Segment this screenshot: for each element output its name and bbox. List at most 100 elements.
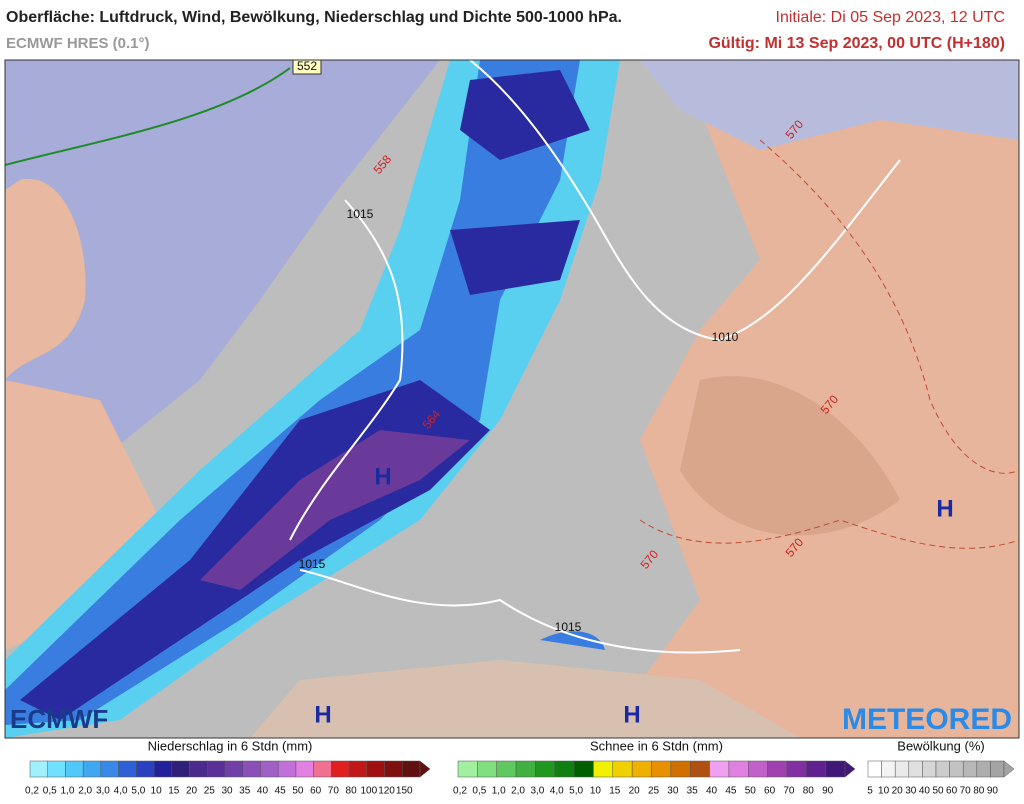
legend-tick-label: 90: [987, 786, 999, 797]
legend-swatch: [260, 760, 279, 778]
legend-swatch: [477, 760, 497, 778]
legend-swatch: [171, 760, 190, 778]
legend-swatch: [189, 760, 208, 778]
legend-swatch: [825, 760, 846, 778]
legend-swatch: [748, 760, 768, 778]
legend-tick-label: 45: [725, 786, 737, 797]
legend-swatch: [277, 760, 297, 778]
legend-swatch: [348, 760, 368, 778]
legend-swatch: [867, 760, 882, 778]
legend-swatch: [100, 760, 119, 778]
legend-tick-label: 20: [186, 786, 198, 797]
legend-swatch: [709, 760, 730, 778]
legend-tick-label: 60: [310, 786, 322, 797]
model: ECMWF HRES (0.1°): [6, 35, 150, 52]
legend-swatch: [949, 760, 964, 778]
legend-swatch: [935, 760, 950, 778]
legend-swatch: [962, 760, 978, 778]
legend-tick-label: 35: [239, 786, 251, 797]
legend-swatch: [366, 760, 385, 778]
legend-swatch: [894, 760, 910, 778]
alps: [250, 660, 800, 738]
legend-tick-label: 20: [629, 786, 641, 797]
legend-tick-label: 50: [292, 786, 304, 797]
legend-tick-label: 1,0: [61, 786, 75, 797]
legend-tick-label: 10: [151, 786, 163, 797]
legend-swatch: [118, 760, 137, 778]
legend-swatch: [207, 760, 226, 778]
legend-tick-label: 3,0: [96, 786, 110, 797]
map-frame: [4, 59, 1020, 739]
legend-tick-label: 20: [892, 786, 904, 797]
valid-time: Gültig: Mi 13 Sep 2023, 00 UTC (H+180): [708, 35, 1005, 52]
legend-swatch: [573, 760, 594, 778]
legend-tick-label: 25: [648, 786, 660, 797]
legend-tick-label: 90: [822, 786, 834, 797]
legend-swatch: [908, 760, 923, 778]
isobar: [299, 569, 741, 654]
legend-title: Bewölkung (%): [897, 738, 984, 753]
thickness-line: [639, 519, 1019, 549]
legend-swatch: [670, 760, 691, 778]
legend-swatch: [47, 760, 66, 778]
legend-swatch: [786, 760, 807, 778]
thickness-line: [759, 139, 1019, 474]
legend-swatch: [331, 760, 350, 778]
legend-swatch: [402, 760, 421, 778]
legend-tick-label: 4,0: [550, 786, 564, 797]
precipitation-moderate: [540, 631, 605, 650]
legend-tick-label: 45: [275, 786, 287, 797]
legend-swatch: [313, 760, 332, 778]
legend-tick-label: 30: [221, 786, 233, 797]
legend-tick-label: 15: [609, 786, 621, 797]
legend-swatch: [728, 760, 749, 778]
legend-swatch: [515, 760, 536, 778]
legend-tick-label: 2,0: [511, 786, 525, 797]
legend-arrow: [419, 760, 431, 778]
legend-swatch: [593, 760, 614, 778]
legend-swatch: [631, 760, 652, 778]
legend-tick-label: 80: [973, 786, 985, 797]
logo-ecmwf: ECMWF: [10, 704, 108, 734]
isobar-label: 1015: [299, 557, 326, 571]
land: [600, 60, 1019, 738]
legend-swatch: [767, 760, 788, 778]
legend-swatch: [990, 760, 1005, 778]
legend-tick-label: 10: [878, 786, 890, 797]
legend-tick-label: 0,5: [472, 786, 486, 797]
legend-swatch: [82, 760, 102, 778]
legend-swatch: [224, 760, 243, 778]
isobar-label: 1010: [712, 330, 739, 344]
thickness-line: [5, 67, 291, 166]
sea: [5, 60, 440, 520]
legend-swatch: [65, 760, 84, 778]
legend-tick-label: 40: [919, 786, 931, 797]
legend-tick-label: 0,2: [453, 786, 467, 797]
legend-tick-label: 3,0: [530, 786, 544, 797]
legend-swatch: [651, 760, 672, 778]
legend-tick-label: 40: [257, 786, 269, 797]
legend-tick-label: 60: [946, 786, 958, 797]
legend-swatch: [136, 760, 155, 778]
legend-swatch: [29, 760, 48, 778]
land: [5, 178, 86, 380]
legend-tick-label: 4,0: [114, 786, 128, 797]
legend-tick-label: 5,0: [569, 786, 583, 797]
legend-tick-label: 70: [783, 786, 795, 797]
legend-title: Niederschlag in 6 Stdn (mm): [148, 738, 313, 753]
legend-tick-label: 5,0: [131, 786, 145, 797]
legend-swatch: [612, 760, 633, 778]
init-time: Initiale: Di 05 Sep 2023, 12 UTC: [776, 9, 1005, 26]
legend-tick-label: 5: [867, 786, 873, 797]
thickness-label: 552: [297, 59, 317, 73]
legend-tick-label: 30: [667, 786, 679, 797]
legend-tick-label: 50: [745, 786, 757, 797]
legend-swatch: [242, 760, 261, 778]
logo-meteored: METEORED: [842, 703, 1012, 736]
legend-tick-label: 0,5: [43, 786, 57, 797]
legend-tick-label: 120: [378, 786, 395, 797]
legend-swatch: [457, 760, 478, 778]
legend-tick-label: 70: [960, 786, 972, 797]
